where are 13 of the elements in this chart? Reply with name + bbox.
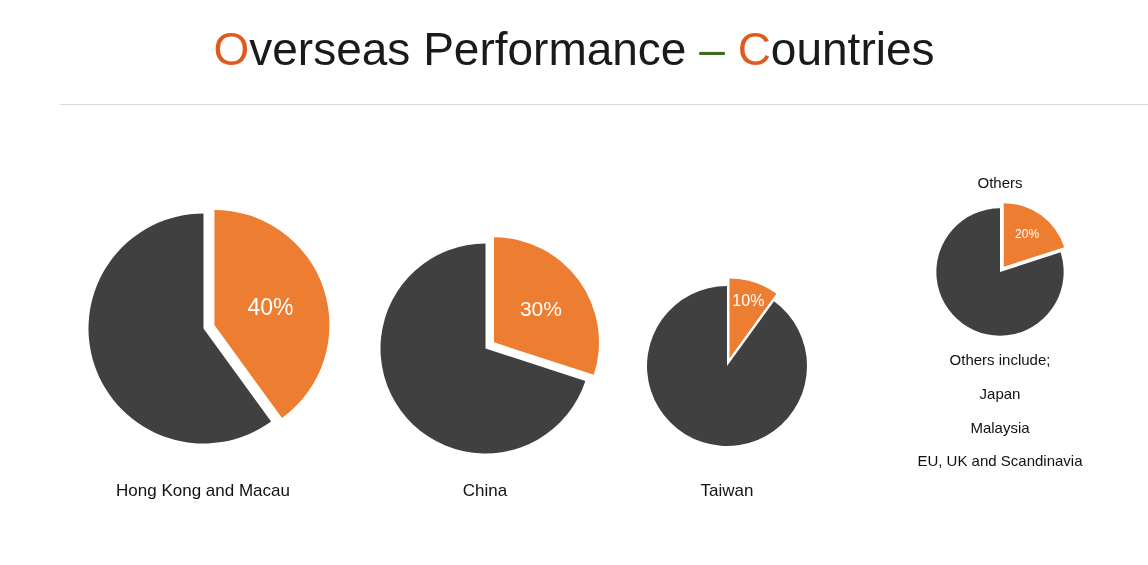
text: Japan — [978, 385, 1022, 403]
text: China — [462, 480, 508, 500]
data-label: 40% — [246, 293, 294, 320]
text: EU, UK and Scandinavia — [916, 452, 1084, 470]
data-label: 20% — [1015, 227, 1040, 242]
text: Others include; — [948, 351, 1052, 369]
data-label: 10% — [732, 291, 765, 309]
chart-title: Others — [976, 174, 1024, 192]
data-label: 30% — [519, 296, 562, 320]
text: Taiwan — [700, 480, 754, 500]
text: Hong Kong and Macau — [116, 480, 290, 500]
text: Overseas Performance – Countries — [212, 22, 936, 76]
text: Malaysia — [969, 419, 1031, 437]
